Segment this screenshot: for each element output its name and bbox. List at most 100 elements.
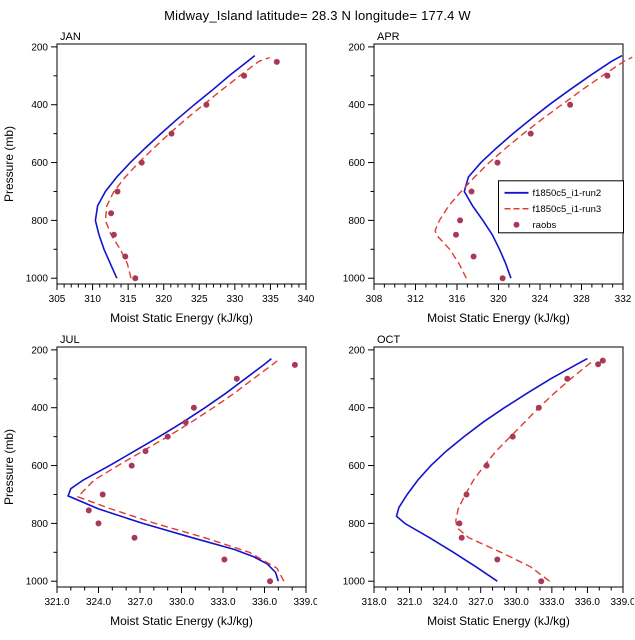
x-axis-title: Moist Static Energy (kJ/kg) [427, 614, 570, 628]
raobs-dot [241, 72, 248, 79]
x-tick-label: 333.0 [210, 597, 235, 608]
x-tick-label: 308 [366, 294, 383, 305]
x-tick-label: 312 [407, 294, 424, 305]
y-tick-label: 600 [31, 461, 48, 472]
x-tick-label: 320 [490, 294, 507, 305]
x-tick-label: 324.0 [433, 597, 458, 608]
raobs-dot [535, 404, 542, 411]
x-tick-label: 330.0 [504, 597, 529, 608]
x-tick-label: 336.0 [252, 597, 277, 608]
run2-line [395, 357, 588, 582]
legend-item-label: f1850c5_i1-run2 [533, 188, 602, 199]
y-tick-label: 1000 [26, 577, 49, 588]
raobs-dot [114, 188, 121, 195]
x-tick-label: 305 [49, 294, 66, 305]
raobs-dot [122, 253, 129, 260]
raobs-dot [273, 58, 280, 65]
x-tick-label: 339.0 [293, 597, 317, 608]
legend-item-label: raobs [533, 220, 557, 231]
y-tick-label: 200 [348, 345, 365, 356]
x-tick-label: 340 [298, 294, 315, 305]
x-tick-label: 327.0 [127, 597, 152, 608]
raobs-dot [595, 361, 602, 368]
raobs-dot [85, 507, 92, 514]
x-tick-label: 330 [227, 294, 244, 305]
run2-line [463, 54, 623, 279]
panel-oct-chart: 200 400 600 800 1000 318.0 321.0 324.0 327.0 330.… [343, 334, 634, 628]
raobs-dot [138, 159, 145, 166]
raobs-dot [233, 375, 240, 382]
x-tick-label: 320 [155, 294, 172, 305]
y-axis-title: Pressure (mb) [2, 126, 16, 202]
raobs-dot [267, 578, 273, 585]
y-tick-label: 200 [348, 42, 365, 53]
raobs-dot [468, 188, 475, 195]
panel-label: OCT [377, 334, 401, 346]
x-tick-label: 336.0 [575, 597, 600, 608]
raobs-dot [483, 462, 490, 469]
x-tick-label: 335 [262, 294, 279, 305]
x-tick-label: 316 [449, 294, 466, 305]
plot-frame [56, 346, 307, 588]
y-axis-title: Pressure (mb) [2, 429, 16, 505]
raobs-dot [453, 231, 459, 238]
x-tick-label: 310 [84, 294, 101, 305]
run3-line [76, 359, 285, 582]
y-tick-label: 1000 [343, 274, 366, 285]
y-tick-label: 400 [348, 100, 365, 111]
raobs-dot [142, 448, 149, 455]
raobs-dot [538, 578, 545, 585]
y-tick-label: 400 [31, 403, 48, 414]
raobs-dot [494, 159, 501, 166]
panel-label: JAN [60, 31, 81, 43]
raobs-dot [567, 101, 574, 108]
y-tick-label: 600 [348, 158, 365, 169]
x-tick-label: 330.0 [169, 597, 194, 608]
x-tick-label: 318.0 [361, 597, 386, 608]
raobs-dot [131, 534, 138, 541]
raobs-dot [128, 462, 135, 469]
y-tick-label: 1000 [343, 577, 366, 588]
run3-line [104, 56, 270, 279]
y-tick-label: 600 [31, 158, 48, 169]
run2-line [94, 54, 256, 279]
x-tick-label: 324.0 [86, 597, 111, 608]
x-tick-label: 328 [573, 294, 590, 305]
legend-dot-sample [513, 221, 520, 228]
raobs-dot [527, 130, 534, 137]
panel-label: JUL [60, 334, 80, 346]
raobs-dot [168, 130, 175, 137]
plot-frame [56, 43, 307, 285]
panel-label: APR [377, 31, 400, 43]
raobs-dot [110, 231, 117, 238]
raobs-dot [203, 101, 210, 108]
raobs-dot [458, 534, 465, 541]
x-axis-title: Moist Static Energy (kJ/kg) [427, 311, 570, 325]
y-tick-label: 800 [348, 519, 365, 530]
raobs-dot [95, 520, 102, 527]
figure-title: Midway_Island latitude= 28.3 N longitude… [164, 8, 471, 23]
raobs-dot [108, 210, 115, 217]
x-tick-label: 324 [532, 294, 549, 305]
raobs-dot [182, 419, 189, 426]
x-tick-label: 325 [191, 294, 208, 305]
run2-line [67, 357, 280, 582]
raobs-dot [132, 275, 139, 282]
raobs-dot [599, 357, 606, 364]
y-tick-label: 400 [348, 403, 365, 414]
y-tick-label: 400 [31, 100, 48, 111]
panel-grid: 200 400 600 800 1000 305 310 315 320 325 330 335 340… [0, 28, 634, 634]
raobs-dot [509, 433, 516, 440]
x-tick-label: 321.0 [397, 597, 422, 608]
plot-frame [373, 346, 624, 588]
raobs-dot [99, 491, 106, 498]
raobs-dot [470, 253, 477, 260]
raobs-dot [457, 217, 464, 224]
raobs-dot [221, 556, 228, 563]
y-tick-label: 800 [31, 216, 48, 227]
run3-line [455, 359, 595, 582]
y-tick-label: 800 [31, 519, 48, 530]
